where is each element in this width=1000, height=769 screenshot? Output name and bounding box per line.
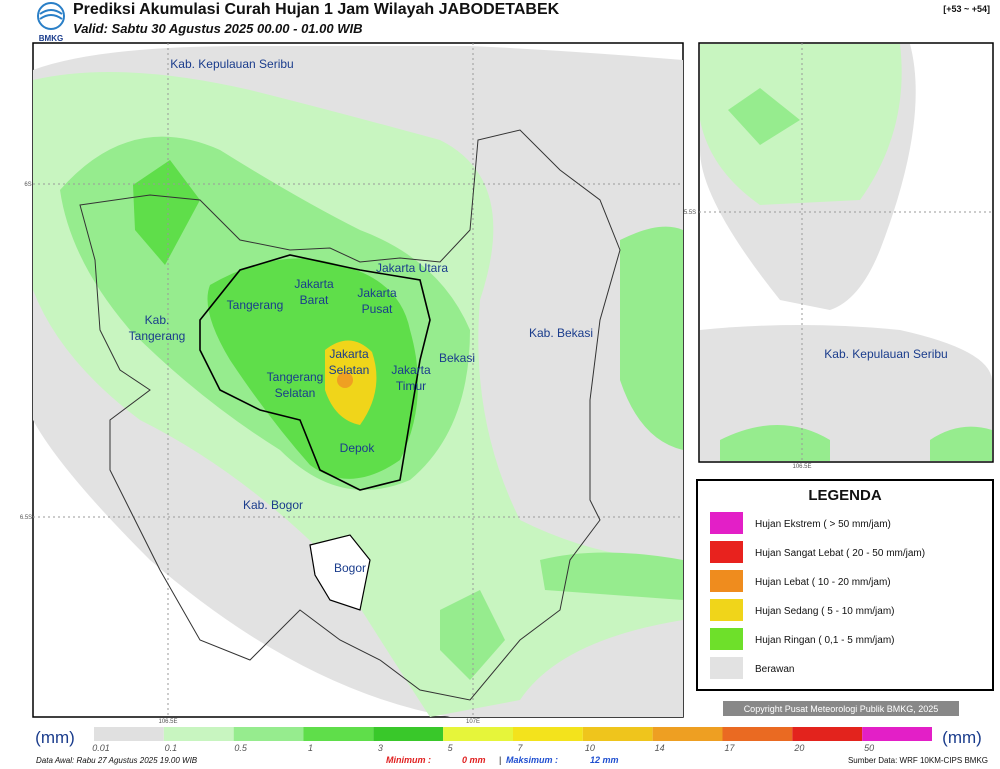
colorbar-segment xyxy=(582,727,653,741)
region-label: Kab. Kepulauan Seribu xyxy=(824,347,947,361)
colorbar-tick: 20 xyxy=(793,743,804,753)
colorbar-tick: 10 xyxy=(585,743,595,753)
legend-label: Hujan Sangat Lebat ( 20 - 50 mm/jam) xyxy=(755,548,925,559)
region-label: Selatan xyxy=(329,363,370,377)
range: [+53 ~ +54] xyxy=(943,4,990,14)
colorbar-tick: 0.01 xyxy=(92,743,110,753)
copyright: Copyright Pusat Meteorologi Publik BMKG,… xyxy=(744,704,939,714)
region-label: Bogor xyxy=(334,561,366,575)
region-label: Selatan xyxy=(275,386,316,400)
legend-swatch xyxy=(710,599,743,621)
legend-label: Hujan Lebat ( 10 - 20 mm/jam) xyxy=(755,577,891,588)
footer-min-label: Minimum : xyxy=(386,755,431,765)
colorbar-tick: 50 xyxy=(864,743,874,753)
region-label: Barat xyxy=(300,293,329,307)
region-label: Depok xyxy=(340,441,376,455)
region-label: Bekasi xyxy=(439,351,475,365)
region-label: Jakarta xyxy=(294,277,334,291)
legend-label: Berawan xyxy=(755,664,794,675)
region-label: Jakarta xyxy=(357,286,397,300)
colorbar-tick: 17 xyxy=(724,743,735,753)
region-label: Jakarta xyxy=(329,347,369,361)
colorbar-tick: 3 xyxy=(378,743,383,753)
colorbar-segment xyxy=(94,727,164,741)
legend-swatch xyxy=(710,570,743,592)
region-label: Kab. Bekasi xyxy=(529,326,593,340)
legend-swatch xyxy=(710,628,743,650)
region-label: Jakarta Utara xyxy=(376,261,448,275)
legend-swatch xyxy=(710,657,743,679)
colorbar-tick: 7 xyxy=(517,743,523,753)
legend-label: Hujan Ekstrem ( > 50 mm/jam) xyxy=(755,519,891,530)
footer-min-value: 0 mm xyxy=(462,755,486,765)
colorbar-tick: 0.5 xyxy=(234,743,248,753)
logo: BMKG xyxy=(37,2,65,43)
colorbar-tick: 0.1 xyxy=(165,743,178,753)
colorbar-tick: 1 xyxy=(308,743,313,753)
footer-max-label: Maksimum : xyxy=(506,755,558,765)
colorbar-segment xyxy=(652,727,723,741)
colorbar-segment xyxy=(513,727,583,741)
colorbar-segment xyxy=(163,727,234,741)
region-label: Pusat xyxy=(362,302,393,316)
colorbar: 0.01 0.1 0.5 1 3 5 7 10 14 17 20 50 xyxy=(92,727,932,753)
coord-label: 6S xyxy=(24,182,31,188)
footer-max-value: 12 mm xyxy=(590,755,619,765)
footer-start: Data Awal: Rabu 27 Agustus 2025 19.00 WI… xyxy=(36,756,198,765)
colorbar-segment xyxy=(303,727,374,741)
colorbar-segment xyxy=(722,727,793,741)
colorbar-tick: 14 xyxy=(655,743,665,753)
region-label: Kab. Kepulauan Seribu xyxy=(170,57,293,71)
region-label: Jakarta xyxy=(391,363,431,377)
legend-label: Hujan Ringan ( 0,1 - 5 mm/jam) xyxy=(755,635,895,646)
unit-right: (mm) xyxy=(942,728,982,747)
colorbar-segment xyxy=(792,727,863,741)
main-map: Kab. Kepulauan Seribu Jakarta Utara Jakart… xyxy=(20,42,684,725)
legend-swatch xyxy=(710,512,743,534)
logo-text: BMKG xyxy=(39,34,63,43)
legend: LEGENDA Hujan Ekstrem ( > 50 mm/jam) Huja… xyxy=(696,479,994,691)
coord-label: 106.5E xyxy=(792,464,811,470)
colorbar-tick: 5 xyxy=(448,743,454,753)
region-label: Tangerang xyxy=(267,370,324,384)
colorbar-segment xyxy=(373,727,444,741)
footer-source: Sumber Data: WRF 10KM-CIPS BMKG xyxy=(848,756,988,765)
colorbar-segment xyxy=(443,727,513,741)
region-label: Tangerang xyxy=(129,329,186,343)
coord-label: 107E xyxy=(466,719,480,725)
region-label: Kab. Bogor xyxy=(243,498,303,512)
colorbar-segment xyxy=(862,727,932,741)
coord-label: 106.5E xyxy=(158,719,177,725)
colorbar-segment xyxy=(233,727,304,741)
valid: Valid: Sabtu 30 Agustus 2025 00.00 - 01.… xyxy=(73,21,362,36)
region-label: Tangerang xyxy=(227,298,284,312)
unit-left: (mm) xyxy=(35,728,75,747)
coord-label: 5.5S xyxy=(684,210,696,216)
copyright-box xyxy=(723,701,959,716)
inset-map: Kab. Kepulauan Seribu 5.5S 106.5E xyxy=(684,42,994,470)
legend-title: LEGENDA xyxy=(808,487,882,504)
legend-label: Hujan Sedang ( 5 - 10 mm/jam) xyxy=(755,606,895,617)
region-label: Kab. xyxy=(145,313,170,327)
coord-label: 6.5S xyxy=(20,515,32,521)
title: Prediksi Akumulasi Curah Hujan 1 Jam Wil… xyxy=(73,1,560,18)
legend-swatch xyxy=(710,541,743,563)
region-label: Timur xyxy=(396,379,426,393)
footer-separator: | xyxy=(499,755,501,765)
